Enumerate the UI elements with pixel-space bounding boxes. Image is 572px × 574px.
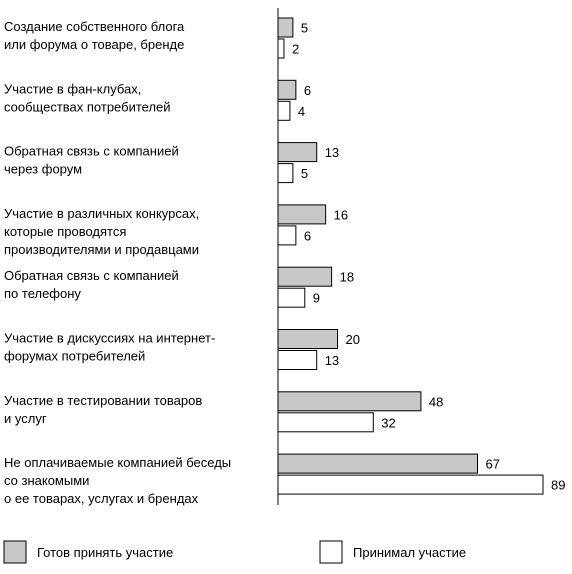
legend-swatch-participated: [319, 540, 343, 564]
category-label: Участие в дискуссиях на интернет-форумах…: [4, 331, 215, 364]
legend-label: Принимал участие: [353, 545, 466, 560]
category-labels: Создание собственного блога или форума о …: [4, 19, 231, 506]
value-label: 20: [346, 332, 360, 347]
category-label: Участие в различных конкурсах, которые пр…: [4, 206, 199, 257]
category-label: Не оплачиваемые компанией беседы со знако…: [4, 455, 231, 506]
value-label: 18: [340, 270, 354, 285]
category-label: Участие в фан-клубах, сообществах потреби…: [4, 81, 171, 114]
bar-ready: [277, 391, 422, 412]
bars: [277, 17, 544, 495]
value-label: 6: [304, 83, 311, 98]
value-label: 9: [313, 291, 320, 306]
bar-participated: [277, 287, 306, 308]
bar-ready: [277, 453, 478, 474]
bar-participated: [277, 225, 297, 246]
bar-participated: [277, 38, 285, 59]
category-label: Создание собственного блога или форума о …: [4, 19, 185, 52]
bar-ready: [277, 142, 318, 163]
value-label: 5: [301, 166, 308, 181]
bar-ready: [277, 266, 333, 287]
bar-participated: [277, 474, 544, 495]
bar-ready: [277, 329, 339, 349]
category-label: Обратная связь с компанией по телефону: [4, 268, 179, 301]
value-label: 6: [304, 228, 311, 243]
bar-participated: [277, 350, 318, 370]
value-label: 89: [551, 478, 565, 493]
category-label: Обратная связь с компанией через форум: [4, 144, 179, 177]
bar-participated: [277, 100, 291, 121]
bar-participated: [277, 163, 294, 184]
value-label: 13: [325, 145, 339, 160]
bar-ready: [277, 79, 297, 100]
legend: Готов принять участие Принимал участие: [3, 540, 466, 564]
legend-label: Готов принять участие: [37, 545, 173, 560]
bar-ready: [277, 17, 294, 38]
category-label: Участие в тестировании товаров и услуг: [4, 393, 202, 426]
value-label: 32: [381, 415, 395, 430]
value-label: 5: [301, 21, 308, 36]
legend-swatch-ready: [3, 540, 27, 564]
value-label: 4: [298, 104, 305, 119]
value-label: 2: [292, 42, 299, 57]
bar-participated: [277, 412, 374, 433]
value-label: 13: [325, 353, 339, 368]
bar-ready: [277, 204, 327, 225]
value-label: 48: [429, 394, 443, 409]
value-label: 16: [334, 207, 348, 222]
value-label: 67: [485, 457, 499, 472]
